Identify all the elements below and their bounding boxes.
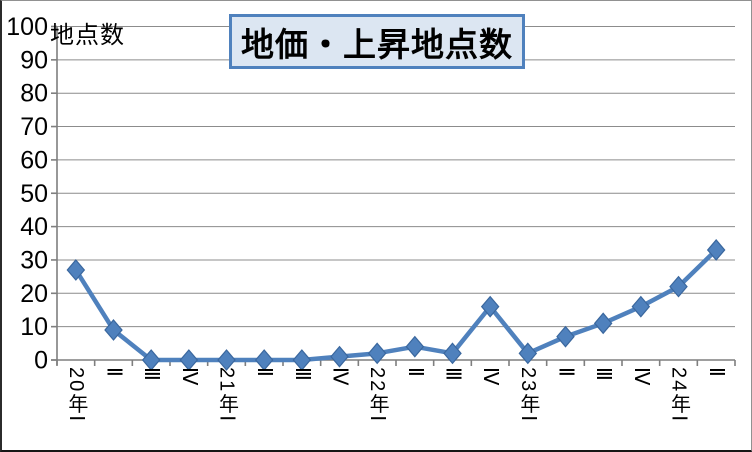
- y-axis-tick-label: 20: [20, 280, 48, 308]
- data-point-marker: [179, 349, 199, 371]
- data-point-marker: [292, 349, 312, 371]
- data-point-marker: [556, 325, 575, 348]
- data-point-marker: [104, 319, 123, 341]
- y-axis-tick-label: 10: [20, 313, 48, 341]
- data-point-marker: [367, 342, 387, 365]
- y-axis-tick-label: 100: [6, 13, 48, 41]
- y-axis-tick-label: 30: [20, 246, 48, 274]
- data-point-marker: [706, 239, 726, 261]
- data-point-marker: [405, 335, 425, 358]
- chart-title: 地価・上昇地点数: [229, 14, 525, 69]
- data-point-marker: [330, 345, 349, 368]
- data-point-marker: [443, 342, 462, 365]
- data-point-marker: [217, 349, 236, 371]
- y-axis-tick-label: 40: [20, 213, 48, 241]
- y-axis-tick-label: 0: [34, 347, 48, 375]
- series-line: [73, 247, 719, 363]
- data-point-marker: [141, 349, 161, 371]
- data-point-marker: [480, 295, 500, 318]
- y-axis-tick-label: 60: [20, 146, 48, 174]
- data-point-marker: [593, 312, 613, 335]
- y-axis-tick-label: 90: [20, 46, 48, 74]
- y-axis-tick-label: 70: [20, 113, 48, 141]
- data-point-marker: [254, 349, 274, 371]
- data-point-marker: [631, 295, 651, 318]
- data-point-marker: [66, 259, 86, 281]
- data-point-marker: [518, 342, 538, 365]
- y-axis-tick-label: 80: [20, 80, 48, 108]
- data-point-marker: [669, 275, 688, 298]
- y-axis-tick-label: 50: [20, 180, 48, 208]
- y-axis-title: 地点数: [50, 22, 125, 49]
